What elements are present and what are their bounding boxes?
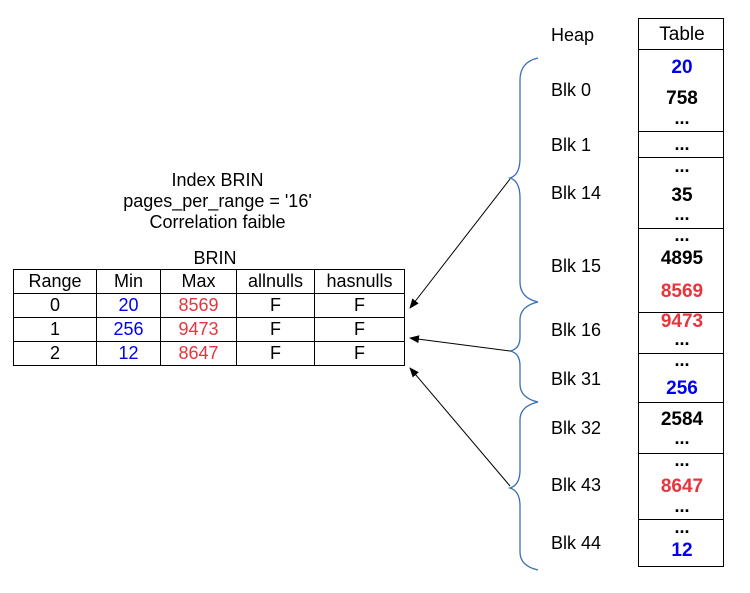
heap-table: Table 20 758 ... ... ... 35 ... ... 4895…: [638, 18, 724, 567]
header-range: Range: [13, 269, 97, 294]
allnulls-cell: F: [236, 293, 315, 318]
header-max: Max: [160, 269, 237, 294]
heap-value: 12: [671, 540, 693, 561]
block-divider: [639, 131, 723, 132]
ellipsis: ...: [674, 225, 690, 245]
arrow-range-0: [409, 178, 511, 309]
max-cell: 8569: [160, 293, 237, 318]
brace-range-0: [507, 57, 539, 303]
heap-value: 35: [671, 185, 693, 206]
allnulls-cell: F: [236, 317, 315, 342]
brin-title: BRIN: [193, 248, 237, 268]
caption-line-3: Correlation faible: [149, 212, 286, 232]
arrow-range-2: [409, 367, 511, 487]
max-cell: 9473: [160, 317, 237, 342]
table-row: 0 20 8569 F F: [13, 293, 405, 318]
table-row: 1 256 9473 F F: [13, 317, 405, 342]
heap-block-label: Blk 1: [551, 135, 592, 155]
brace-range-2: [507, 401, 539, 571]
ellipsis: ...: [674, 134, 690, 154]
ellipsis: ...: [674, 517, 690, 537]
ellipsis: ...: [674, 108, 690, 128]
allnulls-cell: F: [236, 341, 315, 366]
ellipsis: ...: [674, 350, 690, 370]
heap-block-label: Blk 31: [551, 369, 602, 389]
hasnulls-cell: F: [314, 293, 405, 318]
ellipsis: ...: [674, 450, 690, 470]
heap-block-label: Blk 32: [551, 418, 602, 438]
ellipsis: ...: [674, 204, 690, 224]
caption-line-1: Index BRIN: [171, 170, 264, 190]
heap-block-label: Blk 16: [551, 320, 602, 340]
max-cell: 8647: [160, 341, 237, 366]
hasnulls-cell: F: [314, 341, 405, 366]
range-cell: 0: [13, 293, 97, 318]
range-cell: 1: [13, 317, 97, 342]
heap-value: 256: [666, 378, 698, 399]
block-divider: [639, 402, 723, 403]
brace-range-1: [509, 301, 539, 403]
heap-table-header: Table: [659, 24, 705, 45]
block-divider: [639, 157, 723, 158]
heap-block-label: Blk 14: [551, 183, 602, 203]
block-divider: [639, 228, 723, 229]
table-row: 2 12 8647 F F: [13, 341, 405, 366]
heap-value: 4895: [660, 248, 704, 269]
block-divider: [639, 312, 723, 313]
heap-header-divider: [639, 49, 723, 50]
arrow-range-1: [409, 335, 511, 352]
block-divider: [639, 453, 723, 454]
heap-block-label: Blk 15: [551, 256, 602, 276]
heap-value: 20: [671, 57, 693, 78]
heap-value: 8569: [660, 281, 704, 302]
ellipsis: ...: [674, 428, 690, 448]
heap-label: Heap: [551, 25, 595, 45]
min-cell: 12: [96, 341, 161, 366]
heap-block-label: Blk 0: [551, 80, 592, 100]
brin-header-row: Range Min Max allnulls hasnulls: [13, 269, 405, 294]
ellipsis: ...: [674, 329, 690, 349]
caption-line-2: pages_per_range = '16': [123, 191, 312, 211]
min-cell: 20: [96, 293, 161, 318]
heap-block-label: Blk 43: [551, 475, 602, 495]
block-divider: [639, 353, 723, 354]
block-divider: [639, 519, 723, 520]
heap-block-label: Blk 44: [551, 533, 602, 553]
heap-value: 9473: [660, 311, 704, 332]
heap-value: 2584: [660, 409, 704, 430]
ellipsis: ...: [674, 156, 690, 176]
brin-table: Range Min Max allnulls hasnulls 0 20 856…: [13, 269, 405, 366]
range-cell: 2: [13, 341, 97, 366]
header-allnulls: allnulls: [236, 269, 315, 294]
heap-value: 8647: [660, 476, 704, 497]
heap-value: 758: [666, 88, 698, 109]
ellipsis: ...: [674, 496, 690, 516]
header-hasnulls: hasnulls: [314, 269, 405, 294]
